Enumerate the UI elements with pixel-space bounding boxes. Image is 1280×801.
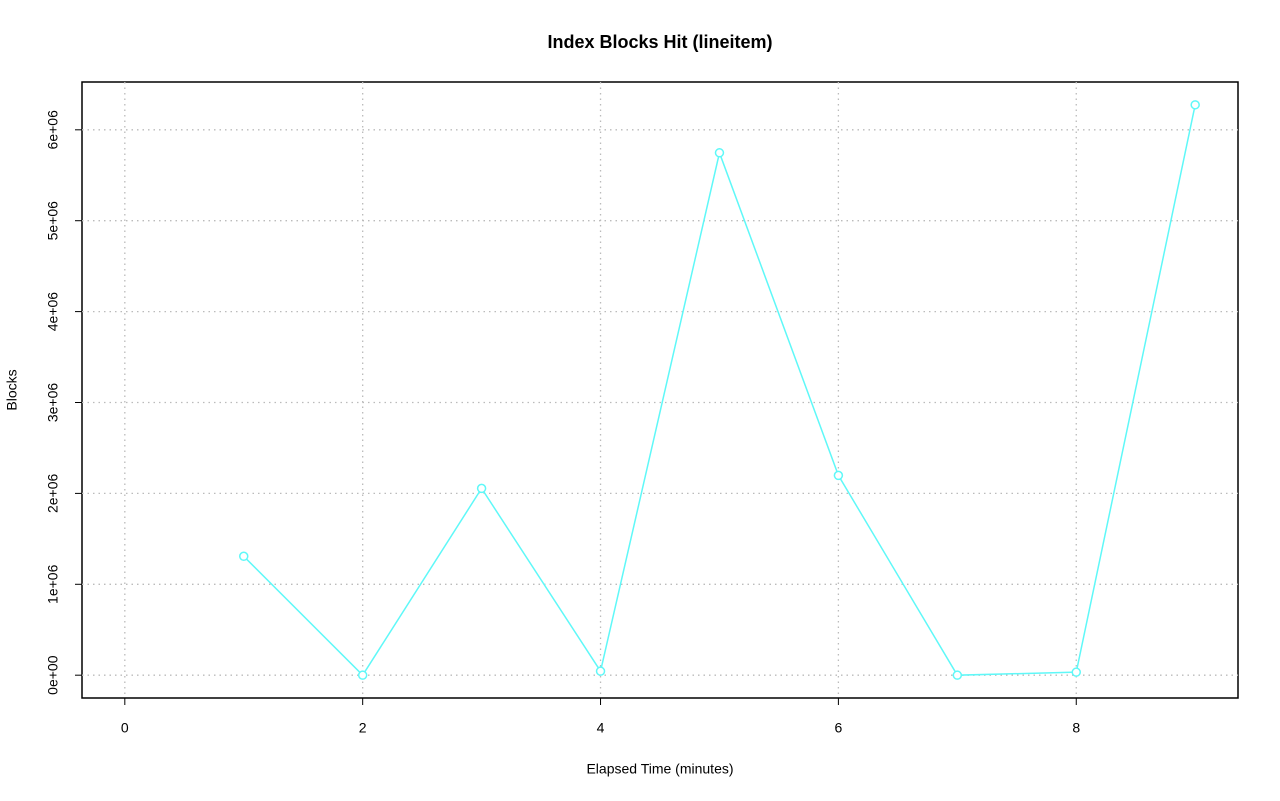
y-tick-label: 4e+06 bbox=[45, 292, 61, 332]
y-tick-label: 6e+06 bbox=[45, 110, 61, 150]
data-point bbox=[1190, 100, 1200, 110]
y-tick-label: 5e+06 bbox=[45, 201, 61, 241]
data-point bbox=[1071, 667, 1082, 677]
x-tick-label: 8 bbox=[1072, 720, 1080, 736]
data-point bbox=[714, 148, 725, 158]
y-tick-label: 1e+06 bbox=[45, 564, 61, 604]
y-axis-label: Blocks bbox=[4, 369, 20, 410]
y-tick-label: 2e+06 bbox=[45, 474, 61, 514]
x-tick-label: 0 bbox=[121, 720, 129, 736]
data-line bbox=[243, 104, 1196, 677]
x-axis-label: Elapsed Time (minutes) bbox=[586, 761, 733, 777]
data-point bbox=[238, 551, 249, 562]
x-tick-label: 6 bbox=[834, 720, 842, 736]
x-tick-label: 2 bbox=[359, 720, 367, 736]
y-tick-label: 3e+06 bbox=[45, 383, 61, 423]
y-tick-label: 0e+00 bbox=[45, 655, 61, 695]
chart-title: Index Blocks Hit (lineitem) bbox=[547, 32, 772, 52]
x-tick-label: 4 bbox=[597, 720, 605, 736]
plot-frame bbox=[81, 81, 1239, 699]
data-point bbox=[952, 670, 963, 680]
data-point bbox=[476, 483, 487, 494]
data-point bbox=[833, 470, 844, 481]
data-point bbox=[357, 670, 368, 680]
data-point bbox=[595, 666, 606, 676]
